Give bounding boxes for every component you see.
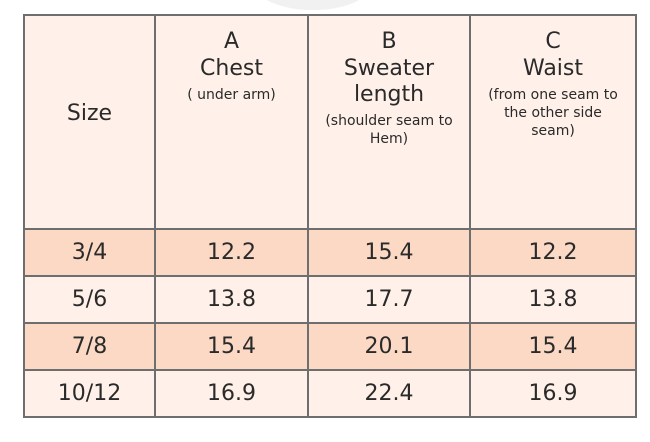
column-note: (shoulder seam to Hem) bbox=[325, 113, 453, 147]
length-cell: 22.4 bbox=[307, 369, 471, 418]
decorative-arc bbox=[258, 0, 368, 10]
chest-cell: 16.9 bbox=[154, 369, 309, 418]
header-row: Size A Chest ( under arm) B Sweater leng… bbox=[23, 14, 637, 230]
size-header: Size bbox=[23, 14, 156, 230]
size-cell: 5/6 bbox=[23, 275, 156, 324]
column-name: Waist bbox=[522, 56, 584, 81]
column-letter: B bbox=[381, 29, 397, 54]
waist-cell: 15.4 bbox=[469, 322, 637, 371]
length-cell: 17.7 bbox=[307, 275, 471, 324]
length-cell: 20.1 bbox=[307, 322, 471, 371]
table-row: 7/8 15.4 20.1 15.4 bbox=[23, 322, 637, 371]
waist-header: C Waist (from one seam to the other side… bbox=[469, 14, 637, 230]
waist-cell: 13.8 bbox=[469, 275, 637, 324]
chest-header: A Chest ( under arm) bbox=[154, 14, 309, 230]
chest-cell: 12.2 bbox=[154, 228, 309, 277]
size-cell: 10/12 bbox=[23, 369, 156, 418]
table-row: 3/4 12.2 15.4 12.2 bbox=[23, 228, 637, 277]
size-cell: 3/4 bbox=[23, 228, 156, 277]
size-chart-table: Size A Chest ( under arm) B Sweater leng… bbox=[23, 14, 637, 418]
chest-cell: 13.8 bbox=[154, 275, 309, 324]
waist-cell: 16.9 bbox=[469, 369, 637, 418]
length-header: B Sweater length (shoulder seam to Hem) bbox=[307, 14, 471, 230]
column-name: Chest bbox=[200, 56, 263, 81]
size-cell: 7/8 bbox=[23, 322, 156, 371]
column-name: Sweater length bbox=[343, 56, 435, 107]
column-letter: C bbox=[545, 29, 561, 54]
waist-cell: 12.2 bbox=[469, 228, 637, 277]
column-note: ( under arm) bbox=[187, 87, 276, 103]
table-row: 5/6 13.8 17.7 13.8 bbox=[23, 275, 637, 324]
chest-cell: 15.4 bbox=[154, 322, 309, 371]
length-cell: 15.4 bbox=[307, 228, 471, 277]
column-note: (from one seam to the other side seam) bbox=[488, 87, 618, 139]
table-row: 10/12 16.9 22.4 16.9 bbox=[23, 369, 637, 418]
column-letter: A bbox=[223, 29, 240, 54]
